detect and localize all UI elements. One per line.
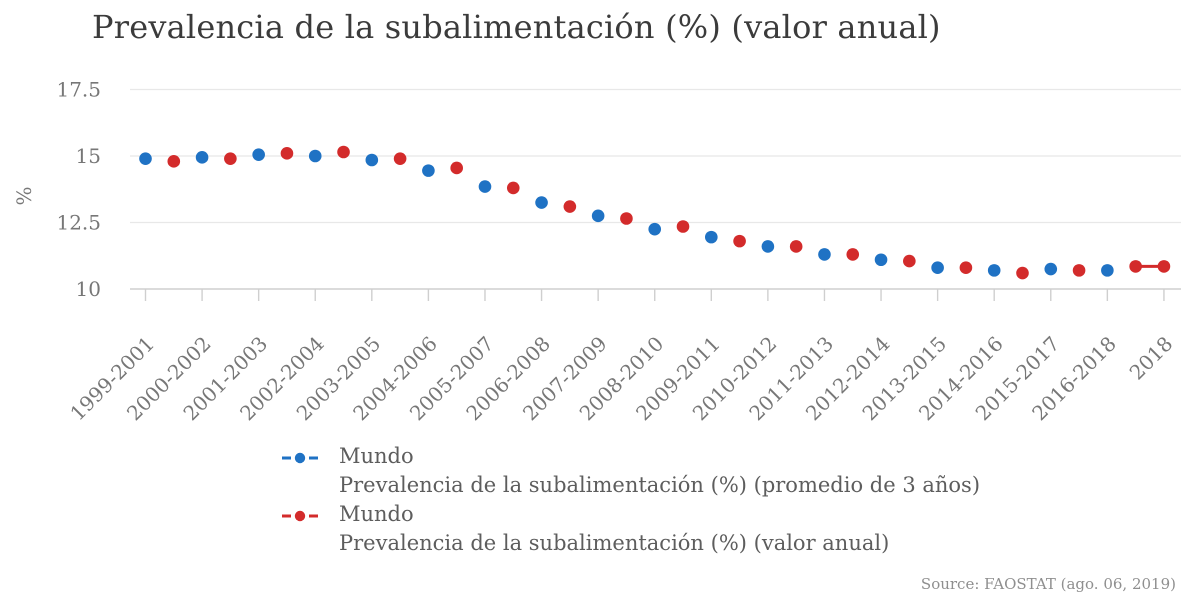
data-point-valor-anual[interactable] — [903, 254, 916, 268]
data-point-valor-anual[interactable] — [167, 155, 181, 168]
data-point-valor-anual[interactable] — [1129, 260, 1142, 273]
data-point-promedio-3-anos[interactable] — [365, 153, 379, 167]
legend-series-name: Mundo — [339, 444, 414, 468]
source-note: Source: FAOSTAT (ago. 06, 2019) — [920, 575, 1176, 593]
data-point-promedio-3-anos[interactable] — [1101, 264, 1114, 277]
legend-series-name: Mundo — [339, 502, 414, 526]
data-point-promedio-3-anos[interactable] — [648, 222, 662, 236]
data-point-promedio-3-anos[interactable] — [478, 180, 492, 193]
legend-series-description: Prevalencia de la subalimentación (%) (v… — [339, 531, 890, 555]
y-axis-title: % — [12, 186, 36, 205]
data-point-promedio-3-anos[interactable] — [535, 196, 548, 209]
y-tick-label: 12.5 — [56, 211, 101, 235]
data-point-valor-anual[interactable] — [733, 234, 746, 248]
data-point-valor-anual[interactable] — [337, 145, 350, 159]
y-tick-label: 17.5 — [56, 78, 101, 102]
legend-entry-promedio-3-anos[interactable]: Mundo Prevalencia de la subalimentación … — [281, 442, 980, 500]
data-point-valor-anual[interactable] — [1072, 264, 1086, 277]
data-point-valor-anual[interactable] — [224, 152, 237, 165]
data-point-promedio-3-anos[interactable] — [308, 149, 322, 163]
legend-marker-dash-dot-icon — [282, 452, 318, 464]
data-point-promedio-3-anos[interactable] — [422, 164, 435, 177]
legend-series-description: Prevalencia de la subalimentación (%) (p… — [339, 473, 981, 497]
data-point-valor-anual[interactable] — [563, 200, 577, 213]
legend-marker-dash-dot-icon — [282, 510, 318, 522]
x-tick-label: 2018 — [1125, 332, 1178, 385]
y-tick-label: 10 — [76, 277, 101, 301]
data-point-valor-anual[interactable] — [959, 261, 973, 275]
data-point-promedio-3-anos[interactable] — [1044, 262, 1058, 276]
chart-title: Prevalencia de la subalimentación (%) (v… — [92, 8, 941, 46]
data-point-promedio-3-anos[interactable] — [195, 151, 209, 164]
data-point-valor-anual[interactable] — [450, 161, 463, 175]
legend-entry-valor-anual[interactable]: Mundo Prevalencia de la subalimentación … — [281, 500, 980, 558]
data-point-promedio-3-anos[interactable] — [931, 261, 944, 275]
y-tick-label: 15 — [76, 144, 101, 168]
data-point-valor-anual[interactable] — [620, 212, 633, 225]
data-point-valor-anual[interactable] — [1157, 260, 1171, 273]
legend-text: Mundo Prevalencia de la subalimentación … — [339, 500, 980, 558]
data-point-promedio-3-anos[interactable] — [987, 264, 1001, 277]
data-point-valor-anual[interactable] — [506, 181, 520, 195]
data-point-promedio-3-anos[interactable] — [818, 248, 831, 261]
legend-text: Mundo Prevalencia de la subalimentación … — [339, 442, 980, 500]
data-point-promedio-3-anos[interactable] — [761, 240, 775, 253]
data-point-promedio-3-anos[interactable] — [705, 230, 718, 244]
legend: Mundo Prevalencia de la subalimentación … — [281, 442, 980, 558]
data-point-promedio-3-anos[interactable] — [591, 209, 605, 223]
data-point-valor-anual[interactable] — [393, 152, 407, 165]
data-point-promedio-3-anos[interactable] — [139, 152, 152, 165]
data-point-valor-anual[interactable] — [1016, 266, 1029, 280]
data-point-valor-anual[interactable] — [846, 248, 860, 261]
data-point-valor-anual[interactable] — [676, 220, 690, 233]
data-point-promedio-3-anos[interactable] — [252, 148, 265, 161]
data-point-promedio-3-anos[interactable] — [874, 253, 888, 267]
data-point-valor-anual[interactable] — [789, 240, 803, 253]
data-point-valor-anual[interactable] — [280, 147, 294, 160]
